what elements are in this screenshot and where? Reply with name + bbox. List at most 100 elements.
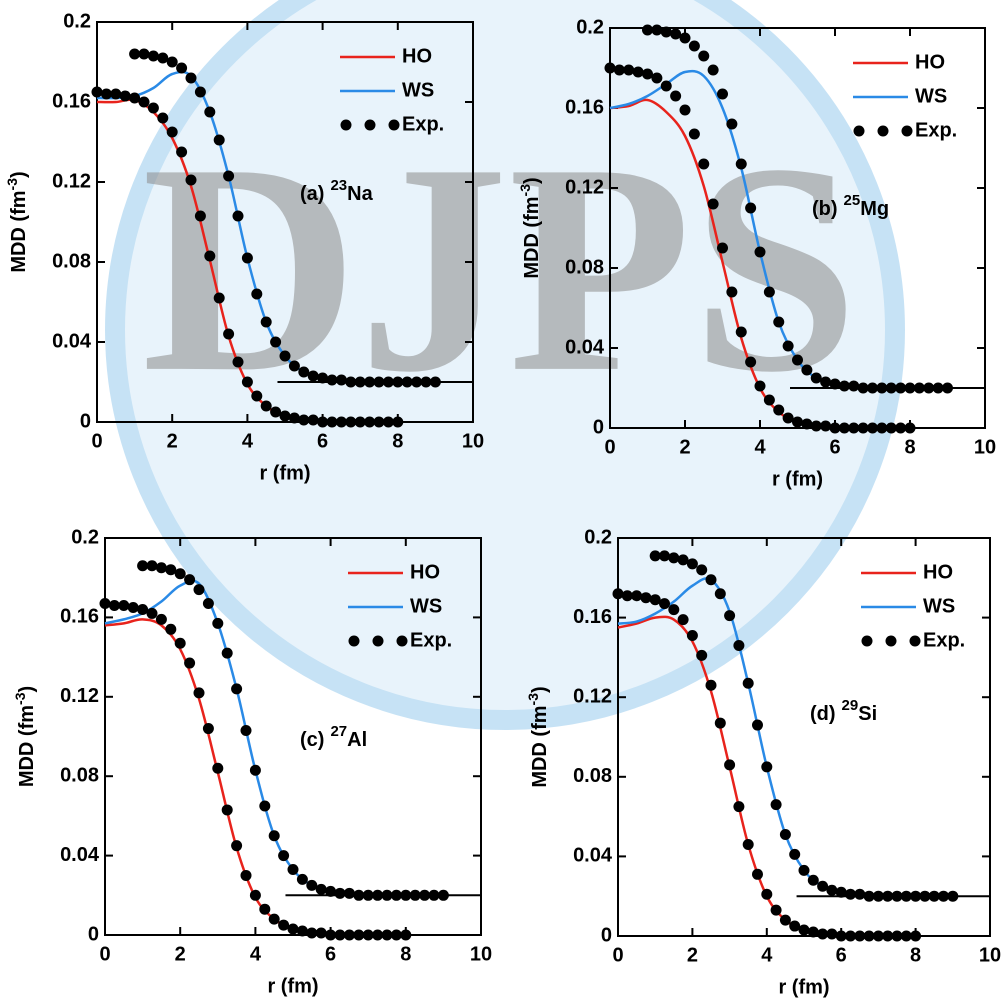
x-tick-label: 6 <box>829 436 840 458</box>
data-point <box>891 930 903 942</box>
isotope-element: Si <box>858 703 877 725</box>
x-axis-label: r (fm) <box>259 462 310 484</box>
y-tick-label: 0 <box>593 416 604 438</box>
y-tick-label: 0.08 <box>60 764 99 786</box>
data-point <box>670 90 682 102</box>
legend-label: Exp. <box>402 113 444 135</box>
data-point <box>287 863 299 875</box>
panel: 0 2 4 6 8 10 0 0.04 0.08 0.12 0.16 0.2 r (fm) MDD (fm… <box>4 10 484 484</box>
y-axis-label-text: MDD (fm <box>529 705 551 787</box>
data-point <box>362 929 374 941</box>
data-point <box>923 382 935 394</box>
data-point <box>268 830 280 842</box>
x-tick-label: 4 <box>761 944 773 966</box>
data-point <box>773 404 785 416</box>
legend-label: WS <box>915 85 947 107</box>
data-point <box>343 887 355 899</box>
legend-swatch <box>901 125 913 137</box>
y-axis-label-end: ) <box>8 171 30 178</box>
data-point <box>241 252 253 264</box>
data-point <box>202 598 214 610</box>
data-point <box>754 246 766 258</box>
data-point <box>798 864 810 876</box>
data-point <box>193 584 205 596</box>
data-point <box>373 416 385 428</box>
y-tick-label: 0.16 <box>573 606 612 628</box>
y-axis-label-text: MDD (fm <box>521 196 543 278</box>
x-axis-label: r (fm) <box>772 468 823 490</box>
data-point <box>392 376 404 388</box>
data-point <box>240 869 252 881</box>
y-tick-label: 0.12 <box>573 685 612 707</box>
isotope-element: Na <box>347 183 373 205</box>
data-point <box>420 376 432 388</box>
legend-label: Exp. <box>915 119 957 141</box>
panel: 0 2 4 6 8 10 0 0.04 0.08 0.12 0.16 0.2 r (fm) MDD (fm… <box>517 16 996 490</box>
x-tick-label: 0 <box>604 436 615 458</box>
y-tick-label: 0.04 <box>52 330 92 352</box>
data-point <box>668 604 680 616</box>
data-point <box>232 356 244 368</box>
data-point <box>807 874 819 886</box>
data-point <box>895 382 907 394</box>
data-point <box>745 202 757 214</box>
data-point <box>714 717 726 729</box>
isotope-element: Al <box>347 729 367 751</box>
data-point <box>810 420 822 432</box>
legend-label: WS <box>402 79 434 101</box>
y-tick-label: 0.16 <box>565 96 604 118</box>
y-axis-label: MDD (fm-3) <box>525 686 551 787</box>
panel-letter: (d) <box>810 703 836 725</box>
data-point <box>789 920 801 932</box>
data-point <box>696 649 708 661</box>
data-point <box>891 890 903 902</box>
data-point <box>885 382 897 394</box>
data-point <box>845 888 856 900</box>
y-tick-label: 0.16 <box>52 90 91 112</box>
data-point <box>726 286 738 298</box>
data-point <box>119 90 131 102</box>
data-point <box>649 550 661 562</box>
data-point <box>770 904 782 916</box>
data-point <box>155 562 167 574</box>
data-point <box>193 687 205 699</box>
data-point <box>166 56 178 68</box>
y-tick-label: 0.08 <box>565 256 604 278</box>
y-axis-label-sup: -3 <box>517 184 533 197</box>
data-point <box>129 92 141 104</box>
data-point <box>411 376 423 388</box>
y-tick-label: 0.04 <box>573 845 613 867</box>
x-tick-label: 10 <box>974 436 996 458</box>
x-tick-label: 8 <box>392 430 403 452</box>
data-point <box>904 422 916 434</box>
data-point <box>947 890 959 902</box>
data-point <box>296 873 308 885</box>
data-point <box>364 416 376 428</box>
data-point <box>613 64 625 76</box>
data-point <box>686 558 698 570</box>
data-point <box>213 292 225 304</box>
data-point <box>176 146 188 158</box>
data-point <box>867 382 878 394</box>
data-point <box>835 886 847 898</box>
y-tick-label: 0 <box>601 924 612 946</box>
data-point <box>392 416 404 428</box>
legend-swatch <box>909 635 921 647</box>
data-point <box>631 590 643 602</box>
y-tick-label: 0.16 <box>60 606 99 628</box>
data-point <box>826 884 838 896</box>
panel-annotation: (d) 29Si <box>810 697 877 725</box>
x-tick-label: 0 <box>91 430 102 452</box>
plot-frame <box>96 21 474 423</box>
data-point <box>212 617 224 629</box>
data-point <box>745 356 757 368</box>
data-point <box>279 350 291 362</box>
data-point <box>817 928 829 940</box>
x-tick-label: 10 <box>462 430 484 452</box>
data-point <box>307 414 319 426</box>
data-point <box>334 929 346 941</box>
legend-swatch <box>372 635 384 647</box>
data-point <box>763 286 775 298</box>
y-axis-label-sup: -3 <box>525 693 541 706</box>
data-point <box>296 925 308 937</box>
